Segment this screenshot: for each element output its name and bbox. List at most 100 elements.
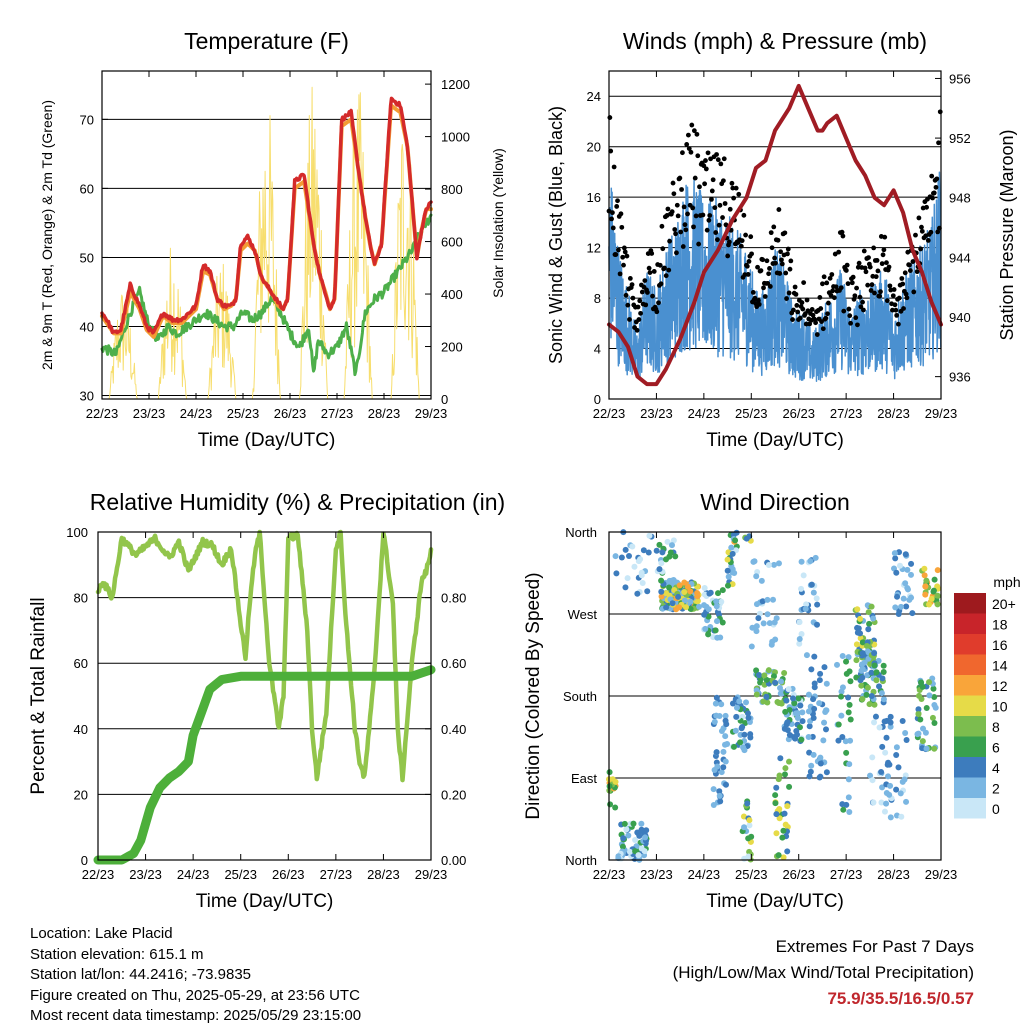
direction-point — [718, 769, 725, 776]
direction-point — [644, 588, 651, 595]
direction-point — [629, 543, 636, 550]
gust-point — [670, 180, 676, 186]
y-tick-label: 40 — [74, 722, 88, 737]
gust-point — [786, 290, 792, 296]
gust-point — [894, 312, 900, 318]
x-tick-label: 26/23 — [782, 406, 815, 421]
direction-point — [744, 800, 751, 807]
direction-point — [745, 853, 752, 860]
x-axis-label: Time (Day/UTC) — [706, 891, 844, 912]
direction-point — [776, 805, 783, 812]
direction-point — [930, 587, 937, 594]
gust-point — [615, 198, 620, 204]
gust-point — [845, 281, 851, 287]
direction-point — [805, 691, 812, 698]
gust-point — [934, 176, 940, 182]
direction-point — [622, 546, 629, 553]
gust-point — [625, 302, 631, 308]
direction-point — [716, 788, 723, 795]
gust-point — [707, 213, 713, 218]
gust-point — [682, 222, 688, 228]
gust-point — [720, 178, 726, 184]
legend-swatch — [954, 736, 986, 757]
direction-point — [823, 769, 830, 776]
chart-panel-2: 0 4 8 12 16 20 24 936 940 944 948 952 956 Winds (mph)… — [546, 28, 1017, 451]
gust-point — [924, 204, 929, 210]
gust-point — [838, 285, 844, 291]
gust-point — [841, 308, 847, 314]
series-precip — [93, 665, 436, 865]
direction-point — [901, 776, 908, 783]
direction-point — [746, 822, 753, 829]
direction-point — [729, 566, 736, 573]
direction-point — [729, 700, 736, 707]
legend-swatch — [954, 634, 986, 655]
y-tick-label: 20 — [587, 140, 601, 155]
gust-point — [729, 180, 735, 186]
gust-point — [738, 243, 744, 249]
direction-point — [821, 664, 828, 671]
gust-point — [937, 109, 943, 115]
gust-point — [651, 269, 657, 274]
direction-point — [720, 764, 727, 771]
direction-point — [658, 577, 665, 584]
y2-tick-label: 956 — [949, 71, 971, 86]
direction-point — [672, 553, 679, 560]
direction-point — [775, 700, 782, 707]
direction-point — [761, 672, 768, 679]
direction-point — [932, 704, 939, 711]
gust-point — [694, 131, 700, 137]
gust-point — [654, 309, 660, 315]
direction-point — [823, 707, 830, 714]
gust-point — [695, 153, 701, 159]
direction-point — [732, 727, 739, 734]
x-tick-label: 24/23 — [688, 406, 721, 421]
x-tick-label: 25/23 — [735, 867, 768, 882]
direction-point — [694, 598, 701, 605]
gust-point — [861, 248, 867, 254]
direction-point — [871, 662, 878, 669]
y-tick-label: 40 — [80, 319, 94, 334]
direction-point — [834, 661, 841, 668]
gust-point — [900, 281, 906, 287]
gust-point — [904, 295, 910, 301]
direction-point — [798, 558, 805, 565]
legend-label: 6 — [992, 740, 1000, 756]
extremes-subtitle: (High/Low/Max Wind/Total Precipitation) — [672, 963, 974, 982]
y2-tick-label: 0.00 — [441, 853, 466, 868]
x-tick-label: 22/23 — [82, 867, 115, 882]
direction-point — [893, 751, 900, 758]
gust-point — [875, 268, 881, 274]
chart-panel-3: 0 20 40 60 80 100 0.00 0.20 0.40 0.60 0.80 Relative… — [28, 489, 505, 912]
gust-point — [639, 289, 645, 295]
direction-point — [865, 609, 872, 616]
direction-point — [717, 634, 724, 641]
gust-point — [660, 246, 666, 252]
direction-point — [923, 577, 930, 584]
direction-point — [781, 810, 788, 817]
direction-point — [842, 738, 849, 745]
gust-point — [911, 289, 917, 295]
gust-point — [678, 229, 684, 235]
series-solar — [108, 86, 420, 400]
direction-point — [701, 591, 708, 598]
gust-point — [617, 271, 623, 277]
direction-point — [891, 550, 898, 557]
direction-point — [859, 639, 866, 646]
plot-frame — [608, 531, 942, 861]
gust-point — [750, 289, 756, 295]
gust-point — [696, 241, 702, 247]
gust-point — [893, 307, 899, 313]
direction-point — [711, 767, 718, 774]
direction-point — [882, 749, 889, 756]
direction-point — [745, 714, 752, 721]
gust-point — [824, 280, 830, 286]
direction-point — [785, 686, 792, 693]
direction-point — [797, 702, 804, 709]
gust-point — [887, 283, 893, 289]
series-gust — [606, 109, 943, 337]
x-tick-label: 25/23 — [227, 406, 260, 421]
gust-point — [686, 146, 692, 152]
direction-point — [838, 693, 845, 700]
direction-point — [810, 696, 817, 703]
